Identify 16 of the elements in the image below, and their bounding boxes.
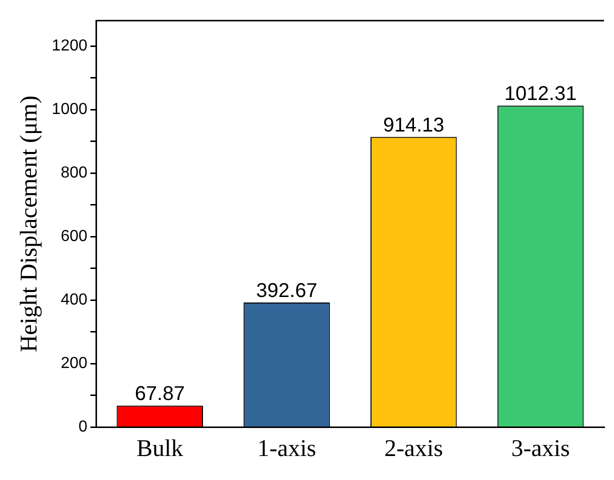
data-label: 914.13 — [383, 114, 444, 136]
x-tick-label: 1-axis — [257, 436, 316, 462]
data-label: 67.87 — [134, 383, 185, 406]
x-tick-label: 3-axis — [511, 436, 570, 462]
data-label: 392.67 — [256, 280, 318, 302]
data-label: 1012.31 — [504, 83, 577, 106]
y-tick-label: 800 — [60, 164, 88, 182]
y-tick-label: 600 — [60, 228, 88, 246]
x-tick-label: 2-axis — [384, 436, 443, 462]
y-tick-label: 200 — [60, 355, 88, 372]
y-tick-label: 400 — [60, 292, 88, 309]
y-tick-label: 1000 — [52, 100, 88, 118]
y-axis-title: Height Displacement (μm) — [16, 96, 43, 352]
y-tick-label: 1200 — [52, 37, 88, 54]
x-tick-label: Bulk — [136, 436, 184, 462]
y-tick-label: 0 — [78, 418, 88, 436]
